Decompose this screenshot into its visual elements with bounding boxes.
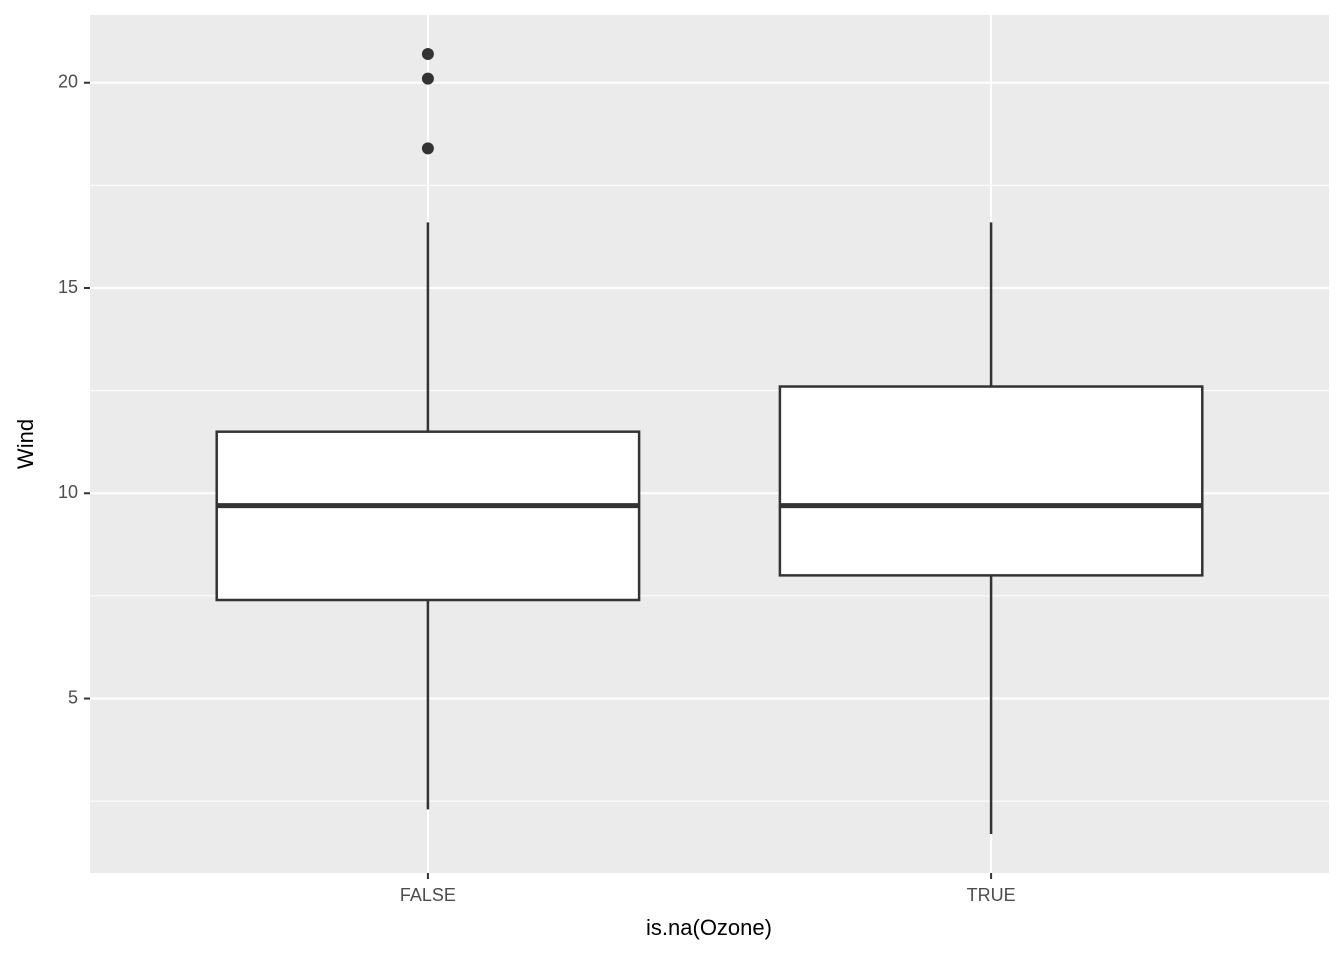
y-tick-label: 15 — [58, 277, 78, 297]
x-axis-title: is.na(Ozone) — [646, 915, 772, 940]
y-axis-title: Wind — [13, 419, 38, 469]
y-tick-label: 10 — [58, 482, 78, 502]
outlier — [421, 48, 434, 60]
box — [778, 385, 1204, 577]
x-tick-label: FALSE — [400, 885, 456, 905]
y-tick-label: 5 — [68, 687, 78, 707]
x-tick-label: TRUE — [967, 885, 1016, 905]
y-tick-label: 20 — [58, 71, 78, 91]
box — [215, 430, 641, 602]
outlier — [421, 72, 434, 85]
outlier — [421, 142, 434, 155]
